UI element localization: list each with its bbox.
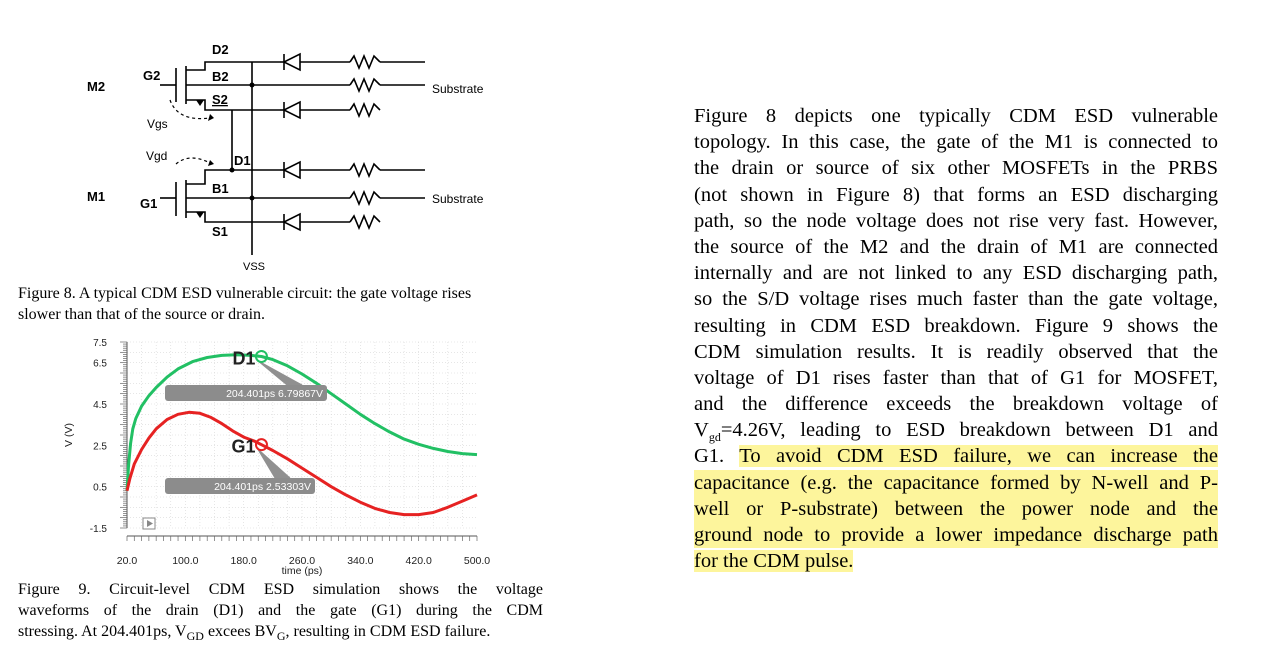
- y-tick-label: -1.5: [90, 524, 108, 535]
- diode-icon: [282, 52, 301, 72]
- diode-icon: [282, 212, 301, 232]
- series-label-g1: G1: [231, 437, 255, 457]
- y-axis-title: V (V): [63, 423, 75, 447]
- resistor-icon: [349, 76, 381, 94]
- y-tick-label: 0.5: [93, 483, 107, 494]
- callout-box: [165, 385, 327, 401]
- substrate-top-label: Substrate: [432, 82, 484, 96]
- caption-text: stressing. At 204.401ps, V: [18, 623, 187, 640]
- figure9-chart: 7.5 6.5 4.5 2.5 0.5 -1.5 20.0 100.0 180.0 260.0 34…: [63, 338, 490, 577]
- caption-text: excees BV: [203, 623, 277, 640]
- highlighted-text: To avoid CDM ESD failure, we can increas…: [739, 445, 1219, 468]
- x-tick-label: 100.0: [172, 555, 198, 567]
- paragraph-text: =4.26V, leading to ESD breakdown between…: [720, 419, 1218, 442]
- paragraph-text: V: [694, 419, 709, 442]
- caption-subscript: GD: [186, 629, 204, 644]
- figure9-caption-line: Figure 9. Circuit-level CDM ESD simulati…: [18, 581, 543, 598]
- paragraph-subscript: gd: [708, 430, 721, 445]
- paragraph-line: (not shown in Figure 8) that forms an ES…: [694, 183, 1218, 206]
- callout-pointer: [257, 448, 291, 479]
- paragraph-text: G1.: [694, 445, 740, 468]
- paragraph-line: voltage of D1 rises faster than that of …: [694, 366, 1218, 389]
- resistor-icon: [349, 53, 381, 71]
- paragraph-line: so the S/D voltage rises much faster tha…: [694, 288, 1218, 311]
- caption-text: , resulting in CDM ESD failure.: [285, 623, 491, 640]
- paragraph-line: G1. To avoid CDM ESD failure, we can inc…: [694, 443, 1219, 469]
- vgd-label: Vgd: [146, 149, 167, 163]
- substrate-bottom-label: Substrate: [432, 192, 484, 206]
- body-paragraph: Figure 8 depicts one typically CDM ESD v…: [694, 103, 1219, 574]
- highlighted-text: for the CDM pulse.: [694, 550, 854, 573]
- x-tick-label: 180.0: [231, 555, 257, 567]
- callout-text: 204.401ps 6.79867V: [226, 388, 323, 400]
- b2-label: B2: [212, 69, 229, 84]
- paragraph-line: Figure 8 depicts one typically CDM ESD v…: [694, 105, 1218, 127]
- x-tick-label: 500.0: [464, 555, 490, 567]
- s2-label: S2: [212, 92, 228, 107]
- x-tick-label: 420.0: [406, 555, 432, 567]
- figure9-caption-line: waveforms of the drain (D1) and the gate…: [18, 602, 543, 619]
- m1-label: M1: [87, 189, 105, 204]
- diode-icon: [282, 100, 301, 120]
- figure8-caption-line: slower than that of the source or drain.: [18, 306, 266, 323]
- series-line-d1: [125, 353, 478, 491]
- d1-label: D1: [234, 153, 251, 168]
- vgs-label: Vgs: [147, 117, 168, 131]
- d2-label: D2: [212, 42, 229, 57]
- paragraph-line: internally and are not linked to any ESD…: [694, 262, 1218, 285]
- highlighted-line: well or P-substrate) between the power n…: [694, 495, 1218, 522]
- y-tick-label: 4.5: [93, 400, 107, 411]
- resistor-icon: [349, 189, 381, 207]
- highlighted-line: for the CDM pulse.: [694, 548, 1218, 574]
- figure8-caption: Figure 8. A typical CDM ESD vulnerable c…: [18, 283, 548, 325]
- resistor-icon: [349, 161, 381, 179]
- resistor-icon: [349, 101, 381, 119]
- x-axis-title: time (ps): [282, 565, 323, 577]
- paragraph-line: the source of the M2 and the drain of M1…: [694, 235, 1218, 258]
- chart-series: [125, 353, 478, 517]
- x-tick-label: 340.0: [347, 555, 373, 567]
- figure8-caption-line: Figure 8. A typical CDM ESD vulnerable c…: [18, 285, 472, 302]
- b1-label: B1: [212, 181, 229, 196]
- chart-grid: [126, 341, 477, 529]
- highlighted-line: capacitance (e.g. the capacitance formed…: [694, 469, 1218, 496]
- y-tick-label: 2.5: [93, 441, 107, 452]
- marker-d1: [254, 349, 268, 363]
- m2-label: M2: [87, 79, 105, 94]
- paragraph-line: Vgd=4.26V, leading to ESD breakdown betw…: [694, 417, 1218, 443]
- diode-icon: [282, 160, 301, 180]
- callout-box: [165, 478, 315, 494]
- series-label-d1: D1: [232, 348, 255, 368]
- g2-label: G2: [143, 68, 160, 83]
- figure8-circuit: M2 M1 G2 G1 D2 B2 S2 D1 B1 S1 Vgs Vgd Su…: [87, 42, 484, 273]
- paragraph-line: path, so the node voltage does not rise …: [694, 209, 1218, 232]
- paragraph-line: CDM simulation results. It is readily ob…: [694, 340, 1218, 363]
- paragraph-line: the drain or source of six other MOSFETs…: [694, 157, 1218, 180]
- s1-label: S1: [212, 224, 228, 239]
- g1-label: G1: [140, 196, 157, 211]
- figure9-caption: Figure 9. Circuit-level CDM ESD simulati…: [18, 579, 543, 642]
- marker-g1: [254, 438, 268, 452]
- x-tick-label: 260.0: [289, 555, 315, 567]
- callout-text: 204.401ps 2.53303V: [214, 481, 311, 493]
- paragraph-line: topology. In this case, the gate of the …: [694, 131, 1218, 154]
- x-tick-label: 20.0: [117, 555, 138, 567]
- paragraph-line: and the difference exceeds the breakdown…: [694, 393, 1218, 416]
- y-tick-label: 6.5: [93, 359, 107, 370]
- chart-annotations: 204.401ps 6.79867V D1 204.401ps 2.53303V G1: [165, 348, 327, 494]
- paragraph-line: resulting in CDM ESD breakdown. Figure 9…: [694, 314, 1218, 337]
- chart-axes: 7.5 6.5 4.5 2.5 0.5 -1.5 20.0 100.0 180.0 260.0 34…: [63, 338, 490, 577]
- highlighted-line: ground node to provide a lower impedance…: [694, 522, 1218, 549]
- figure9-caption-line: stressing. At 204.401ps, VGD excees BVG,…: [18, 621, 543, 642]
- y-tick-label: 7.5: [93, 338, 107, 349]
- vss-label: VSS: [243, 261, 265, 273]
- caption-subscript: G: [276, 629, 286, 644]
- series-line-g1: [125, 410, 478, 517]
- resistor-icon: [349, 213, 381, 231]
